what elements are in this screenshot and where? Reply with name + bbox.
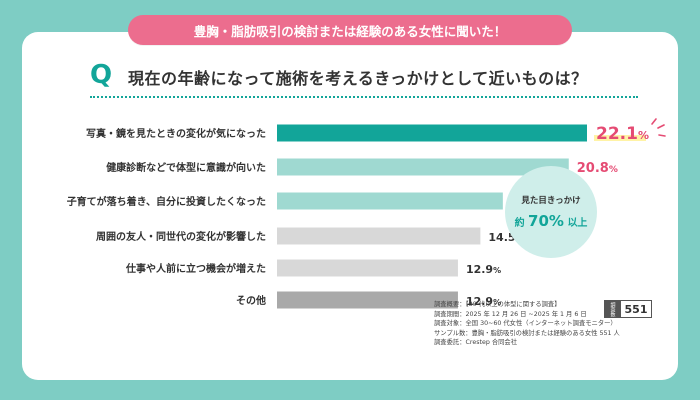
value-highlight-marker [594,135,646,141]
callout-bubble: 見た目きっかけ 約 70% 以上 [505,166,597,258]
value-number: 22.1 [596,124,638,144]
survey-line: 調査期間：2025 年 12 月 26 日 ~2025 年 1 月 6 日 [434,310,587,318]
callout-line2: 約 70% 以上 [515,212,588,230]
value-number: 14.5 [488,231,515,244]
value-label: 12.9% [466,263,501,276]
survey-line: 調査委託：Crestep 合同会社 [434,339,518,347]
value-label: 12.9% [466,295,501,308]
callout-prefix: 約 [514,218,525,229]
category-label: 子育てが落ち着き、自分に投資したくなった [67,195,266,208]
category-label: 仕事や人前に立つ機会が増えた [125,262,266,275]
bar [277,259,458,277]
survey-info: 調査概要：【30 代以上の体型に関する調査】 調査期間：2025 年 12 月 … [434,300,620,348]
survey-line: 調査対象：全国 30~60 代女性（インターネット調査モニター） [434,320,617,328]
survey-banner: 豊胸・脂肪吸引の検討または経験のある女性に聞いた！ [128,15,572,45]
category-label: 周囲の友人・同世代の変化が影響した [96,230,266,243]
survey-line: サンプル数：豊胸・脂肪吸引の検討または経験のある女性 551 人 [434,329,620,337]
sample-count-label: 調査数 [604,300,620,318]
category-label: その他 [236,294,266,307]
sample-count-value: 551 [620,300,652,318]
value-unit: % [493,266,501,275]
callout-line1: 見た目きっかけ [521,196,581,206]
value-number: 12.9 [466,295,493,308]
value-label: 20.8% [577,161,618,176]
category-label: 写真・鏡を見たときの変化が気になった [86,127,266,140]
bar [277,124,587,142]
value-number: 12.9 [466,263,493,276]
question-letter: Q [90,60,113,90]
value-unit: % [609,165,618,175]
question-title: 現在の年齢になって施術を考えるきっかけとして近いものは？ [128,69,588,88]
value-label: 22.1% [596,124,649,144]
survey-line: 調査概要：【30 代以上の体型に関する調査】 [434,301,561,308]
category-label: 健康診断などで体型に意識が向いた [106,161,266,174]
bar [277,227,481,245]
accent-mark [651,118,657,125]
accent-mark [658,134,666,137]
accent-mark [657,124,665,129]
callout-percent: 70% [528,212,564,230]
value-number: 20.8 [577,161,609,176]
value-unit: % [638,129,649,142]
value-unit: % [493,298,501,307]
bar [277,158,569,176]
callout-suffix: 以上 [567,218,588,229]
bar [277,192,503,210]
bar [277,291,458,309]
question-underline [90,96,638,98]
